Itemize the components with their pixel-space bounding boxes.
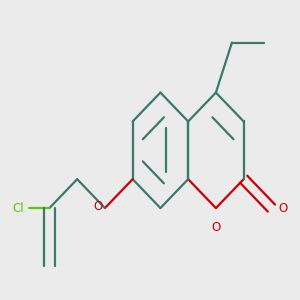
Text: Cl: Cl (13, 202, 24, 214)
Text: O: O (278, 202, 288, 214)
Text: O: O (211, 220, 220, 234)
Text: O: O (93, 200, 102, 213)
